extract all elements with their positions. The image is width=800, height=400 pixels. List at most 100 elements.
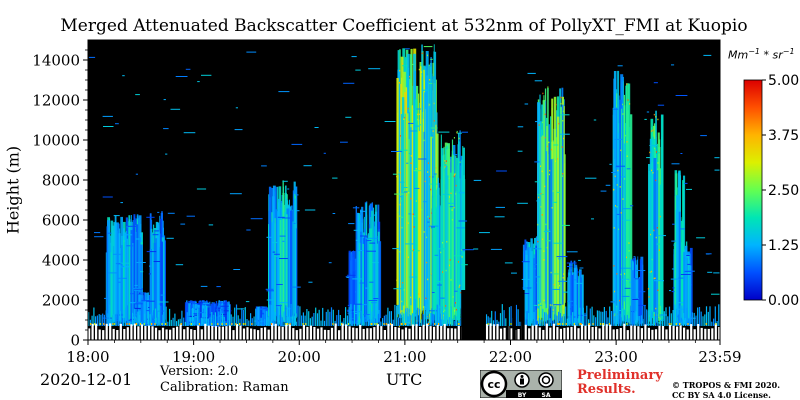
noise-streak [495,206,505,208]
units-base: Mm [728,48,749,62]
cloud-column [680,245,696,326]
x-axis-label: UTC [386,370,423,389]
noise-streak [621,267,632,269]
cloud-column [533,86,570,326]
noise-streak [185,68,191,70]
units-exp-2: −1 [782,47,795,56]
noise-streak [348,223,355,225]
noise-streak [368,68,381,70]
copyright-line-1: © TROPOS & FMI 2020. [672,380,781,390]
colorbar-tick-label: 2.50 [768,183,799,199]
noise-streak [671,64,675,66]
noise-streak [490,248,502,250]
noise-streak [347,304,351,306]
noise-streak [591,218,594,220]
colorbar-tick-label: 0.00 [768,293,799,309]
noise-streak [129,302,136,304]
noise-streak [167,212,175,214]
noise-streak [278,302,288,304]
noise-streak [675,95,688,96]
noise-streak [438,131,450,133]
noise-streak [323,152,326,154]
noise-streak [233,269,241,270]
noise-streak [630,205,634,207]
noise-streak [684,182,688,184]
noise-streak [180,223,186,225]
noise-streak [707,271,713,273]
noise-streak [535,276,541,278]
noise-streak [617,65,623,67]
noise-streak [479,232,490,234]
units-sep: * sr [760,48,783,62]
noise-streak [686,188,692,190]
noise-streak [372,262,379,264]
noise-streak [408,122,414,124]
colorbar [743,79,763,301]
x-tick-label: 21:00 [383,348,426,366]
noise-streak [200,285,208,287]
no-data-period [461,290,486,340]
noise-streak [328,262,332,264]
colorbar-tick-label: 5.00 [768,73,799,89]
noise-streak [261,165,267,167]
noise-streak [163,99,166,101]
cloud-column [146,211,166,326]
noise-streak [434,254,439,256]
noise-streak [122,75,125,77]
noise-streak [278,91,290,93]
noise-streak [369,281,374,283]
noise-streak [120,262,129,264]
y-tick-label: 6000 [42,212,80,230]
cloud-column [265,180,301,327]
noise-streak [202,302,210,304]
noise-streak [700,135,707,137]
noise-streak [527,72,536,74]
x-axis: 18:00 19:00 20:00 21:00 22:00 23:00 23:59 [66,340,742,366]
noise-streak [393,288,403,290]
y-axis-label: Height (m) [3,145,23,235]
noise-streak [543,230,551,232]
y-tick-label: 4000 [42,252,80,270]
date-label: 2020-12-01 [40,370,133,389]
noise-streak [175,76,188,77]
preliminary-line-2: Results. [577,382,636,397]
noise-streak [714,157,720,159]
noise-streak [524,103,529,105]
noise-streak [135,94,140,96]
x-tick-label: 23:59 [698,348,741,366]
noise-streak [473,248,479,250]
sa-text: SA [542,392,551,398]
colorbar-ticks: 0.00 1.25 2.50 3.75 5.00 [762,73,799,309]
y-tick-label: 8000 [42,172,80,190]
cloud-column [609,70,635,326]
colorbar-tick-label: 3.75 [768,128,799,144]
noise-streak [166,237,174,239]
noise-streak [229,193,242,195]
noise-streak [521,261,530,263]
colorbar-units: Mm−1 * sr−1 [728,47,795,62]
noise-streak [399,181,405,183]
cloud-column [644,110,667,326]
noise-streak [351,56,357,58]
noise-streak [102,115,113,117]
noise-streak [346,277,350,278]
noise-streak [343,82,355,84]
noise-streak [234,129,243,131]
colorbar-tick-label: 1.25 [768,238,799,254]
noise-streak [355,69,361,71]
noise-streak [414,187,420,189]
noise-streak [165,153,168,155]
y-axis: 0 2000 4000 6000 8000 10000 12000 14000 [32,49,88,350]
noise-streak [163,128,169,130]
noise-streak [88,56,96,58]
noise-streak [671,163,680,165]
y-tick-label: 0 [70,332,80,350]
x-tick-label: 18:00 [66,348,109,366]
no-data-period [507,290,509,340]
noise-streak [250,218,263,220]
noise-streak [418,158,427,160]
noise-streak [605,184,611,186]
noise-streak [332,177,338,179]
no-data-period [521,290,525,340]
noise-streak [246,51,257,53]
